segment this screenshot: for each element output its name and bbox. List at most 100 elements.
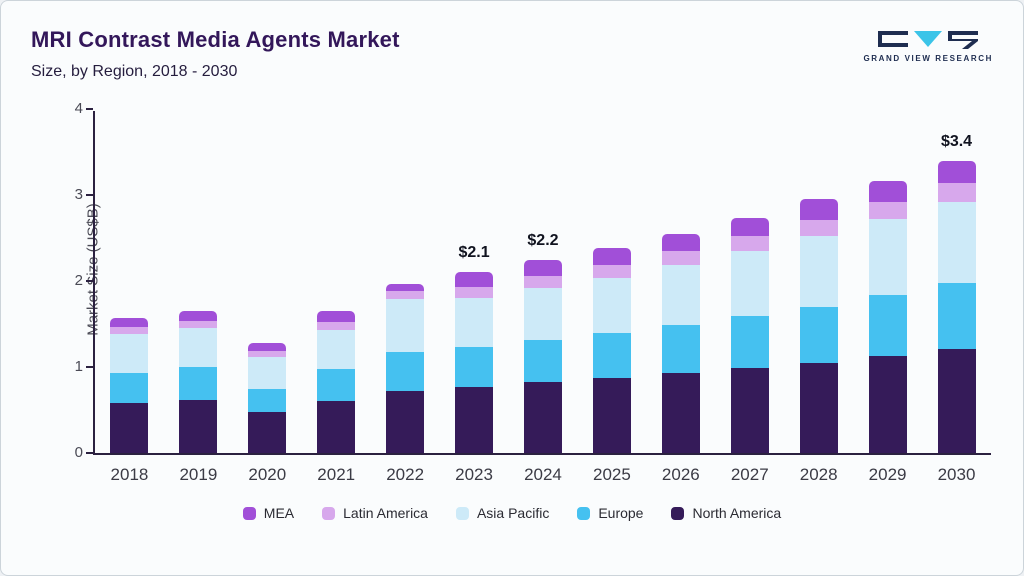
- bar-column-2018: 2018: [110, 111, 149, 484]
- value-annotation: $2.2: [527, 232, 559, 250]
- bar-segment-latin-america: [937, 183, 976, 202]
- bar-segment-mea: [592, 248, 631, 265]
- bar-segment-north-america: [179, 399, 218, 453]
- bar-stack: [868, 181, 907, 453]
- y-tick-label: 0: [74, 444, 83, 461]
- bar-segment-asia-pacific: [523, 287, 562, 341]
- bar-stack: [248, 342, 287, 453]
- bar-segment-north-america: [523, 382, 562, 453]
- bar-segment-mea: [799, 199, 838, 220]
- x-axis-label: 2019: [179, 465, 218, 484]
- bar-column-2020: 2020: [248, 111, 287, 484]
- value-annotation: $2.1: [458, 244, 490, 262]
- bar-segment-mea: [248, 342, 287, 351]
- bar-segment-latin-america: [730, 236, 769, 251]
- value-annotation: $3.4: [940, 132, 973, 150]
- chart-header: MRI Contrast Media Agents Market Size, b…: [31, 27, 993, 81]
- bar-stack: [110, 318, 149, 453]
- legend-label: North America: [692, 505, 782, 521]
- legend-item-latin-america: Latin America: [322, 505, 428, 521]
- bar-stack: [386, 283, 425, 453]
- bar-segment-north-america: [110, 403, 149, 453]
- bar-column-2019: 2019: [179, 111, 218, 484]
- x-axis-label: 2029: [868, 465, 907, 484]
- y-tick-label: 3: [74, 186, 83, 203]
- bar-segment-europe: [455, 347, 494, 387]
- bar-segment-europe: [799, 306, 838, 363]
- bar-segment-mea: [937, 160, 976, 183]
- legend-swatch: [242, 506, 256, 520]
- bar-segment-asia-pacific: [937, 201, 976, 283]
- bar-segment-asia-pacific: [730, 250, 769, 317]
- bar-column-2027: 2027: [730, 111, 769, 484]
- bar-segment-latin-america: [179, 320, 218, 329]
- bar-segment-latin-america: [592, 264, 631, 278]
- x-axis-label: 2021: [317, 465, 356, 484]
- bars-container: 2018 2019 2020 2021 2022 2023 $2.1 2024 $2.2 2025…: [95, 111, 991, 484]
- y-tick-mark: [86, 194, 93, 196]
- bar-segment-europe: [110, 373, 149, 404]
- bar-segment-asia-pacific: [799, 236, 838, 307]
- x-axis-label: 2023: [455, 465, 493, 484]
- page-title: MRI Contrast Media Agents Market: [31, 27, 400, 52]
- gvr-logo-text: GRAND VIEW RESEARCH: [863, 54, 993, 63]
- legend-swatch: [322, 506, 336, 520]
- grand-view-research-logo: GRAND VIEW RESEARCH: [863, 29, 993, 63]
- bar-segment-north-america: [661, 373, 700, 453]
- x-axis-label: 2020: [248, 465, 287, 484]
- legend-item-north-america: North America: [671, 505, 781, 521]
- bar-stack: [661, 233, 700, 453]
- bar-segment-latin-america: [110, 327, 149, 335]
- y-tick-mark: [86, 280, 93, 282]
- bar-segment-asia-pacific: [248, 356, 287, 389]
- header-titles: MRI Contrast Media Agents Market Size, b…: [31, 27, 400, 81]
- legend-item-europe: Europe: [577, 505, 643, 521]
- y-tick-label: 2: [74, 272, 83, 289]
- legend-label: Latin America: [343, 505, 428, 521]
- bar-segment-north-america: [317, 400, 356, 453]
- bar-segment-latin-america: [799, 219, 838, 237]
- bar-stack: [317, 311, 356, 453]
- x-axis-label: 2028: [799, 465, 838, 484]
- bar-segment-latin-america: [523, 275, 562, 288]
- bar-segment-mea: [523, 260, 562, 276]
- x-axis-label: 2022: [386, 465, 425, 484]
- gvr-logo-mark: [878, 31, 979, 49]
- bar-segment-north-america: [730, 367, 769, 453]
- x-axis-label: 2030: [937, 465, 976, 484]
- y-tick-label: 4: [74, 100, 83, 117]
- bar-segment-europe: [730, 316, 769, 368]
- bar-column-2023: 2023 $2.1: [455, 111, 494, 484]
- bar-segment-north-america: [592, 378, 631, 453]
- bar-stack: [592, 248, 631, 453]
- x-axis-label: 2027: [730, 465, 769, 484]
- bar-segment-north-america: [386, 391, 425, 453]
- x-axis-label: 2025: [592, 465, 631, 484]
- bar-segment-latin-america: [317, 322, 356, 331]
- bar-stack: [455, 272, 494, 453]
- bar-segment-latin-america: [455, 287, 494, 299]
- bar-stack: [179, 311, 218, 453]
- y-tick-mark: [86, 366, 93, 368]
- bar-segment-europe: [386, 352, 425, 392]
- bar-segment-asia-pacific: [179, 328, 218, 368]
- bar-segment-mea: [386, 283, 425, 292]
- bar-segment-mea: [110, 318, 149, 328]
- bar-segment-europe: [179, 367, 218, 400]
- bar-column-2021: 2021: [317, 111, 356, 484]
- y-tick-mark: [86, 108, 93, 110]
- legend-swatch: [671, 506, 685, 520]
- bar-segment-europe: [248, 388, 287, 412]
- bar-column-2022: 2022: [386, 111, 425, 484]
- bar-segment-mea: [179, 311, 218, 321]
- bar-segment-europe: [317, 368, 356, 401]
- legend-swatch: [577, 506, 591, 520]
- bar-segment-north-america: [937, 348, 976, 453]
- bar-segment-europe: [868, 294, 907, 356]
- bar-column-2025: 2025: [592, 111, 631, 484]
- bar-segment-asia-pacific: [868, 219, 907, 295]
- bar-segment-mea: [317, 311, 356, 323]
- bar-stack: [523, 260, 562, 453]
